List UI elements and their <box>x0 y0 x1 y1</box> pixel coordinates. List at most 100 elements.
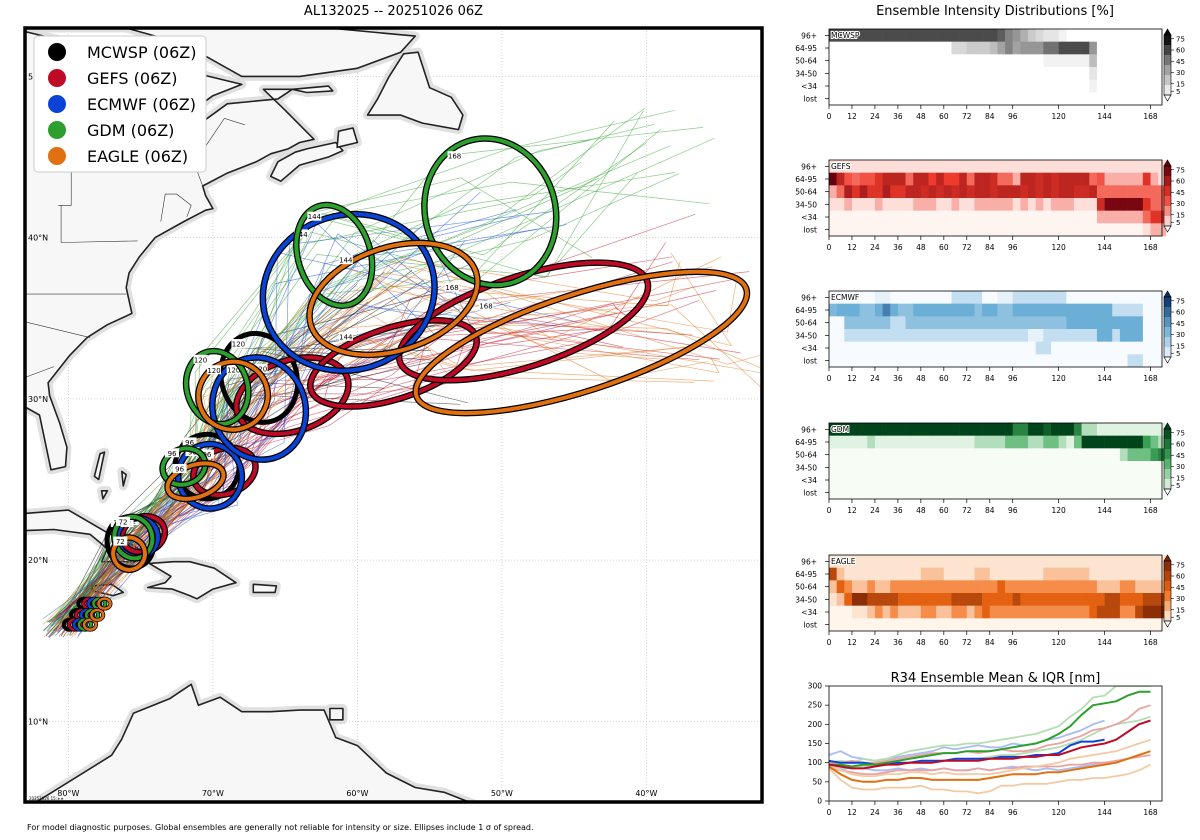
heat-cell <box>966 605 975 619</box>
colorbar-label: 15 <box>1176 80 1185 88</box>
heat-cell <box>874 329 883 342</box>
lon-label: 80°W <box>57 789 79 798</box>
heat-cell <box>1058 223 1067 237</box>
heat-cell <box>1058 41 1067 55</box>
heat-cell <box>959 448 968 462</box>
heat-cell <box>829 160 837 173</box>
hour-label: 144 <box>339 257 353 265</box>
ellipse-gdm-120 <box>184 349 251 427</box>
heat-cell <box>1127 29 1136 42</box>
heat-cell <box>1020 423 1029 436</box>
heat-cell <box>882 303 891 317</box>
heat-cell <box>1142 329 1151 342</box>
heat-cell <box>829 605 837 619</box>
heat-cell <box>936 555 945 568</box>
heat-cell <box>1066 210 1075 224</box>
heat-cell <box>851 473 860 487</box>
heat-cell <box>1096 593 1105 606</box>
heat-cell <box>920 354 929 368</box>
heat-cell <box>1005 423 1014 436</box>
heat-cell <box>1028 473 1036 487</box>
heat-cell <box>1135 41 1144 55</box>
r34-y-label: 250 <box>808 701 823 710</box>
heat-cell <box>920 29 929 42</box>
heat-cell <box>928 210 937 224</box>
heat-cell <box>1066 79 1075 93</box>
heat-cell <box>1081 79 1090 93</box>
heat-cell <box>1089 54 1098 68</box>
heat-cell <box>997 316 1006 330</box>
heat-cell <box>890 618 899 632</box>
heat-cell <box>989 316 998 330</box>
heat-cell <box>1073 341 1082 355</box>
heat-cell <box>867 329 876 342</box>
heat-cell <box>1043 303 1052 317</box>
heat-cell <box>874 605 883 619</box>
heat-cell <box>1005 555 1014 568</box>
heat-cell <box>936 41 945 55</box>
heat-cell <box>859 29 868 42</box>
heat-cell <box>966 223 975 237</box>
heat-x-label: 84 <box>985 243 995 252</box>
legend-label: ECMWF (06Z) <box>87 95 196 114</box>
r34-line-gefs <box>829 719 1151 770</box>
heat-cell <box>1142 423 1151 436</box>
heat-cell <box>1073 567 1082 581</box>
heat-cell <box>836 160 845 173</box>
heat-cell <box>951 29 960 42</box>
heat-cell <box>905 54 914 68</box>
heat-cell <box>1135 341 1144 355</box>
heat-cell <box>1073 67 1082 80</box>
heat-cell <box>844 341 853 355</box>
heat-cell <box>1081 303 1090 317</box>
heat-cell <box>859 423 868 436</box>
colorbar-cell <box>1164 216 1171 227</box>
heat-cell <box>890 473 899 487</box>
heat-cell <box>1028 67 1036 80</box>
heat-x-label: 60 <box>939 638 949 647</box>
heat-cell <box>936 29 945 42</box>
heat-cell <box>997 92 1006 106</box>
heat-cell <box>1104 291 1113 304</box>
hour-label: 144 <box>308 213 322 221</box>
colorbar-label: 45 <box>1176 58 1185 66</box>
heat-cell <box>882 198 891 211</box>
heat-cell <box>974 354 983 368</box>
heat-cell <box>936 580 945 594</box>
state-border <box>25 321 91 338</box>
heat-cell <box>1020 41 1029 55</box>
colorbar-frame <box>1163 560 1172 622</box>
heat-cell <box>1035 341 1044 355</box>
heat-cell <box>920 329 929 342</box>
heat-cell <box>1028 291 1036 304</box>
heat-cell <box>943 461 952 474</box>
map-area: 7296120729612014416872961201447296120144… <box>25 28 762 802</box>
heat-cell <box>890 67 899 80</box>
heat-cell <box>1119 210 1128 224</box>
heat-cell <box>936 423 945 436</box>
heat-cell <box>1081 185 1090 199</box>
heat-cell <box>936 461 945 474</box>
heat-cell <box>836 198 845 211</box>
heat-y-label: lost <box>803 489 817 498</box>
heat-cell <box>1096 435 1105 449</box>
heat-cell <box>1058 210 1067 224</box>
heat-cell <box>867 67 876 80</box>
legend-label: GEFS (06Z) <box>87 69 177 88</box>
heat-cell <box>1020 593 1029 606</box>
heat-cell <box>1058 329 1067 342</box>
heat-cell <box>859 316 868 330</box>
heat-cell <box>1073 92 1082 106</box>
heat-cell <box>966 618 975 632</box>
heat-cell <box>1119 448 1128 462</box>
heat-cell <box>913 593 922 606</box>
r34-x-label: 168 <box>1143 808 1158 817</box>
heat-cell <box>1028 329 1036 342</box>
colorbar-cell <box>1164 55 1171 66</box>
heat-cell <box>1127 435 1136 449</box>
heat-cell <box>943 303 952 317</box>
heat-cell <box>897 354 906 368</box>
heat-cell <box>1127 210 1136 224</box>
heat-cell <box>1119 329 1128 342</box>
